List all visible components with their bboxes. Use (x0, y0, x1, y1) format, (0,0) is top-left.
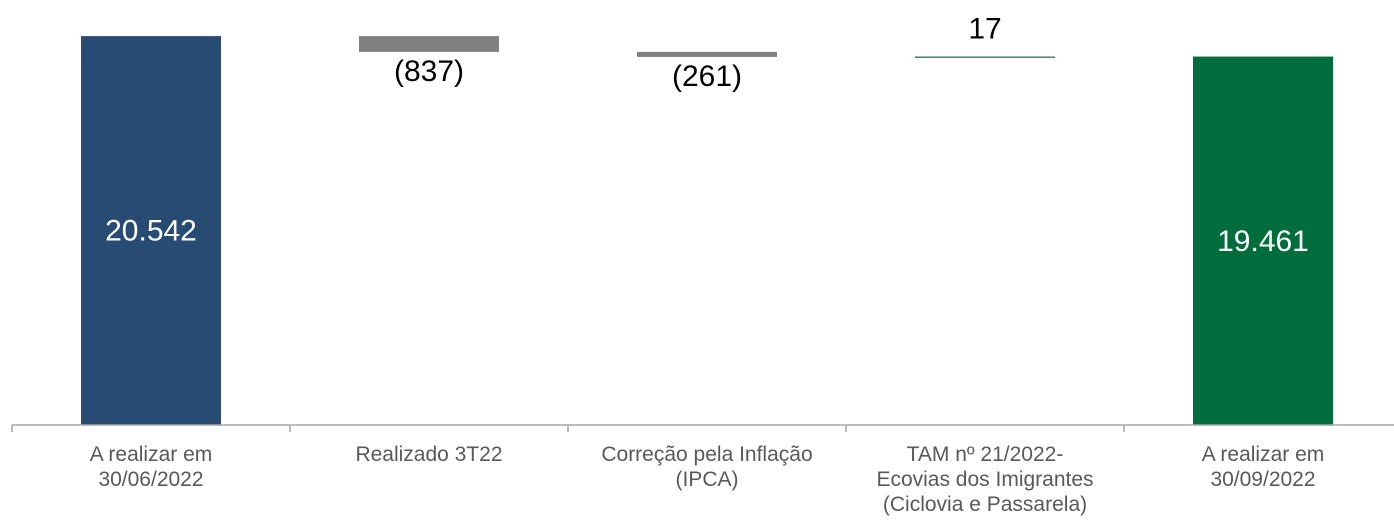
category-label-line: Ecovias dos Imigrantes (876, 468, 1093, 491)
category-label-line: TAM nº 21/2022- (907, 443, 1064, 466)
category-label-line: (IPCA) (676, 468, 739, 491)
category-label-line: 30/09/2022 (1210, 468, 1315, 491)
category-label-line: Realizado 3T22 (355, 443, 502, 466)
x-axis (11, 424, 1394, 432)
category-label-line: Correção pela Inflação (601, 443, 812, 466)
bars-layer (81, 36, 1333, 426)
category-label-1: A realizar em 30/06/2022 (90, 443, 213, 491)
category-label-3: Correção pela Inflação (IPCA) (601, 443, 812, 491)
category-label-line: A realizar em (90, 443, 213, 466)
category-label-4: TAM nº 21/2022-Ecovias dos Imigrantes (Ci… (876, 443, 1093, 516)
bar-5 (1193, 56, 1333, 425)
category-label-2: Realizado 3T22 (355, 443, 502, 466)
bar-2 (359, 36, 499, 52)
bar-1 (81, 36, 221, 426)
value-label-3: (261) (672, 60, 742, 93)
bar-3 (637, 51, 777, 57)
category-label-line: 30/06/2022 (98, 468, 203, 491)
value-label-1: 20.542 (105, 215, 197, 248)
value-label-2: (837) (394, 55, 464, 88)
category-label-5: A realizar em 30/09/2022 (1202, 443, 1325, 491)
category-label-line: A realizar em (1202, 443, 1325, 466)
value-label-4: 17 (968, 13, 1001, 46)
value-label-5: 19.461 (1217, 225, 1309, 258)
category-label-line: (Ciclovia e Passarela) (883, 493, 1087, 516)
bar-4 (915, 56, 1055, 58)
